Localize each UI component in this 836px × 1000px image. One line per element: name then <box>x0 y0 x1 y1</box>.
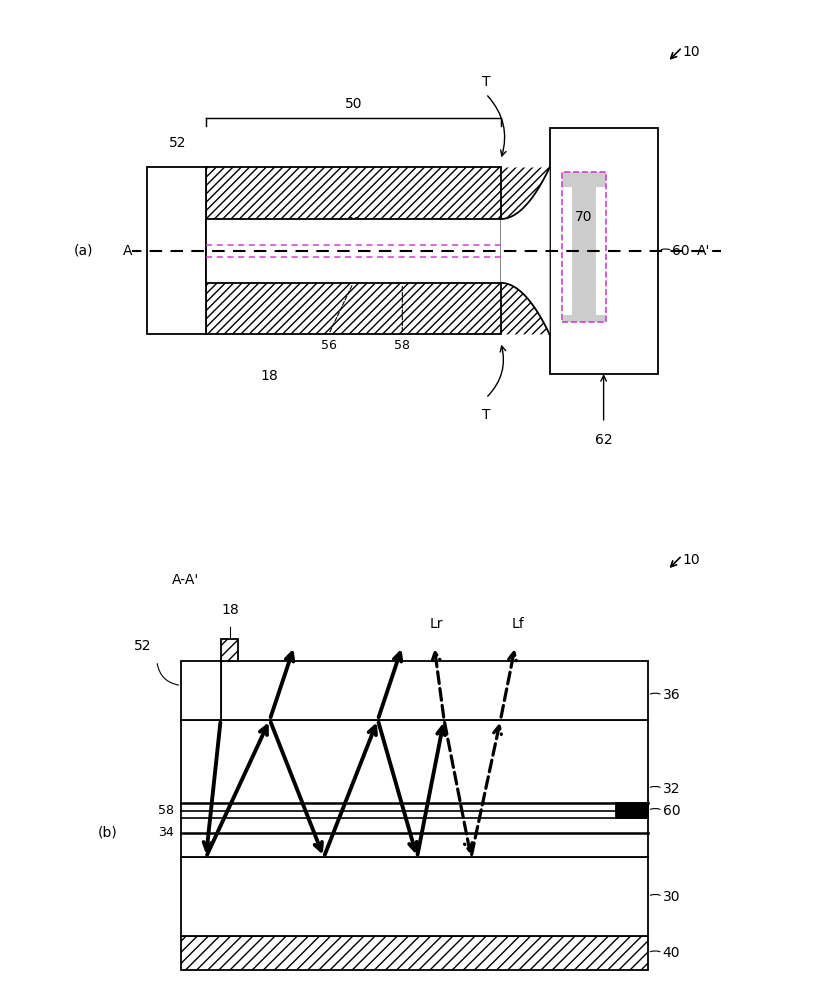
Text: 58: 58 <box>158 804 174 817</box>
Bar <box>549 128 657 374</box>
Text: 18: 18 <box>261 369 278 383</box>
Text: 40: 40 <box>662 946 679 960</box>
Text: 68: 68 <box>345 216 360 229</box>
Bar <box>181 857 647 936</box>
Text: 52: 52 <box>135 639 152 653</box>
Text: 36: 36 <box>662 688 680 702</box>
Text: 60: 60 <box>662 804 680 818</box>
Text: T: T <box>481 408 489 422</box>
Text: (a): (a) <box>74 244 93 258</box>
Text: 32: 32 <box>662 782 679 796</box>
Text: Lr: Lr <box>430 617 443 631</box>
Text: 56: 56 <box>320 339 336 352</box>
Bar <box>181 661 221 720</box>
Text: (b): (b) <box>98 826 117 840</box>
Text: A-A': A-A' <box>171 573 199 587</box>
Bar <box>181 936 647 970</box>
Bar <box>615 803 647 818</box>
Text: 10: 10 <box>681 553 699 567</box>
Text: 58: 58 <box>394 339 410 352</box>
Text: 30: 30 <box>662 890 679 904</box>
Bar <box>221 639 237 661</box>
Text: 62: 62 <box>594 433 612 447</box>
Bar <box>221 661 647 720</box>
Text: 60: 60 <box>671 244 689 258</box>
Bar <box>561 172 605 322</box>
Text: 50: 50 <box>344 97 361 111</box>
Polygon shape <box>561 172 605 322</box>
Polygon shape <box>500 167 549 334</box>
Bar <box>206 219 500 283</box>
Text: 18: 18 <box>222 603 239 617</box>
Text: T: T <box>481 75 489 89</box>
Bar <box>181 720 647 857</box>
Bar <box>206 167 500 334</box>
Text: A': A' <box>696 244 710 258</box>
Bar <box>147 167 206 334</box>
Text: 34: 34 <box>158 826 174 839</box>
Text: Lf: Lf <box>511 617 523 631</box>
Text: 52: 52 <box>169 136 186 150</box>
Text: A: A <box>123 244 132 258</box>
Text: 10: 10 <box>681 45 699 59</box>
Text: 70: 70 <box>574 210 592 224</box>
